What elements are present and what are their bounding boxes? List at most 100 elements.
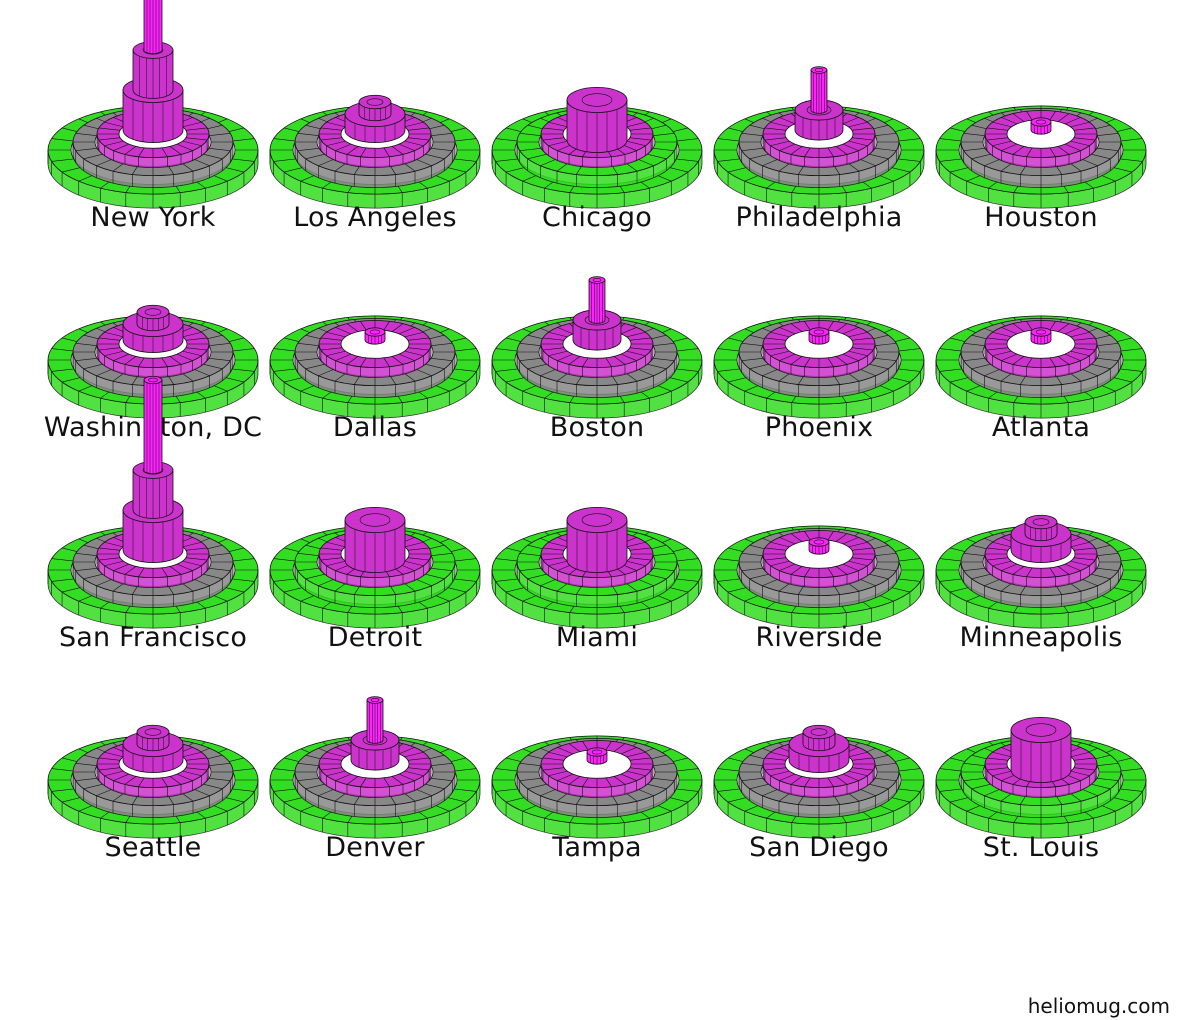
city-ring-model (491, 87, 703, 209)
city-figure: Dallas (264, 240, 486, 450)
inner-ring (318, 320, 432, 378)
city-figure: Phoenix (708, 240, 930, 450)
middle-ring (72, 318, 234, 398)
city-ring-model (713, 315, 925, 419)
city-figure: Chicago (486, 30, 708, 240)
city-ring-model (491, 507, 703, 629)
city-name-label: Boston (549, 412, 645, 443)
central-spire (143, 375, 163, 475)
city-figure: San Diego (708, 660, 930, 870)
city-ring-model (269, 696, 481, 839)
city-ring-model (935, 105, 1147, 209)
city-figure: St. Louis (930, 660, 1152, 870)
credit-text: heliomug.com (1027, 994, 1170, 1018)
city-ring-model (935, 717, 1147, 839)
city-name-label: Dallas (332, 412, 418, 443)
tier-cylinder (1024, 514, 1058, 542)
city-name-label: Riverside (755, 622, 883, 653)
city-name-label: San Francisco (58, 622, 248, 653)
city-ring-model (713, 66, 925, 209)
city-name-label: Denver (325, 832, 425, 863)
central-hub (1030, 327, 1052, 345)
central-spire (366, 696, 384, 744)
tier-cylinder (794, 99, 844, 141)
city-ring-model (269, 507, 481, 629)
middle-ring (294, 738, 456, 818)
central-cylinder (566, 87, 628, 153)
outer-ring (47, 315, 259, 419)
inner-ring (762, 320, 876, 378)
city-name-label: Minneapolis (959, 622, 1123, 653)
city-figure: San Francisco (42, 375, 264, 660)
city-ring-model (269, 315, 481, 419)
city-name-label: Tampa (552, 832, 642, 863)
inner-ring (540, 320, 654, 378)
city-name-label: Miami (555, 622, 639, 653)
city-name-label: San Diego (749, 832, 889, 863)
city-name-label: Houston (984, 202, 1098, 233)
city-name-label: Seattle (104, 832, 202, 863)
city-figure: Atlanta (930, 240, 1152, 450)
tier-cylinder (358, 94, 392, 122)
city-name-label: Chicago (542, 202, 652, 233)
middle-ring (516, 318, 678, 398)
city-name-label: Atlanta (991, 412, 1091, 443)
central-cylinder (344, 507, 406, 573)
city-figure: Miami (486, 450, 708, 660)
central-hub (808, 327, 830, 345)
city-name-label: New York (90, 202, 216, 233)
city-ring-model (935, 514, 1147, 629)
city-name-label: Phoenix (764, 412, 874, 443)
city-figure: Los Angeles (264, 30, 486, 240)
inner-ring (762, 110, 876, 168)
city-figure: Houston (930, 30, 1152, 240)
city-figure: Philadelphia (708, 30, 930, 240)
city-ring-model (935, 315, 1147, 419)
central-hub (1030, 117, 1052, 135)
city-name-label: Los Angeles (293, 202, 457, 233)
middle-ring (72, 528, 234, 608)
tier-cylinder (136, 724, 170, 752)
central-spire (810, 66, 828, 114)
central-spire (143, 0, 163, 55)
central-hub (586, 747, 608, 765)
tier-cylinder (802, 724, 836, 752)
middle-ring (516, 108, 678, 188)
city-figure: New York (42, 0, 264, 240)
city-figure: Denver (264, 660, 486, 870)
tier-cylinder (136, 304, 170, 332)
central-cylinder (1010, 717, 1072, 783)
city-figure: Seattle (42, 660, 264, 870)
city-ring-model (491, 276, 703, 419)
central-spire (588, 276, 606, 324)
city-ring-model (47, 0, 259, 209)
inner-ring (984, 110, 1098, 168)
city-figure: Boston (486, 240, 708, 450)
middle-ring (738, 318, 900, 398)
city-ring-model (713, 525, 925, 629)
central-hub (808, 537, 830, 555)
central-cylinder (566, 507, 628, 573)
outer-ring (491, 315, 703, 419)
middle-ring (516, 528, 678, 608)
city-name-label: Philadelphia (735, 202, 903, 233)
city-ring-model (47, 724, 259, 839)
inner-ring (984, 320, 1098, 378)
inner-ring (762, 530, 876, 588)
city-ring-model (269, 94, 481, 209)
middle-ring (960, 318, 1122, 398)
city-ring-model (47, 304, 259, 419)
city-figure: Riverside (708, 450, 930, 660)
city-figure: Minneapolis (930, 450, 1152, 660)
tier-cylinder (132, 41, 174, 99)
city-figure: Detroit (264, 450, 486, 660)
city-ring-model (491, 735, 703, 839)
city-ring-model (47, 375, 259, 629)
inner-ring (540, 740, 654, 798)
city-name-label: Detroit (327, 622, 423, 653)
city-ring-model (713, 724, 925, 839)
city-name-label: St. Louis (982, 832, 1100, 863)
city-figure: Tampa (486, 660, 708, 870)
central-hub (364, 327, 386, 345)
